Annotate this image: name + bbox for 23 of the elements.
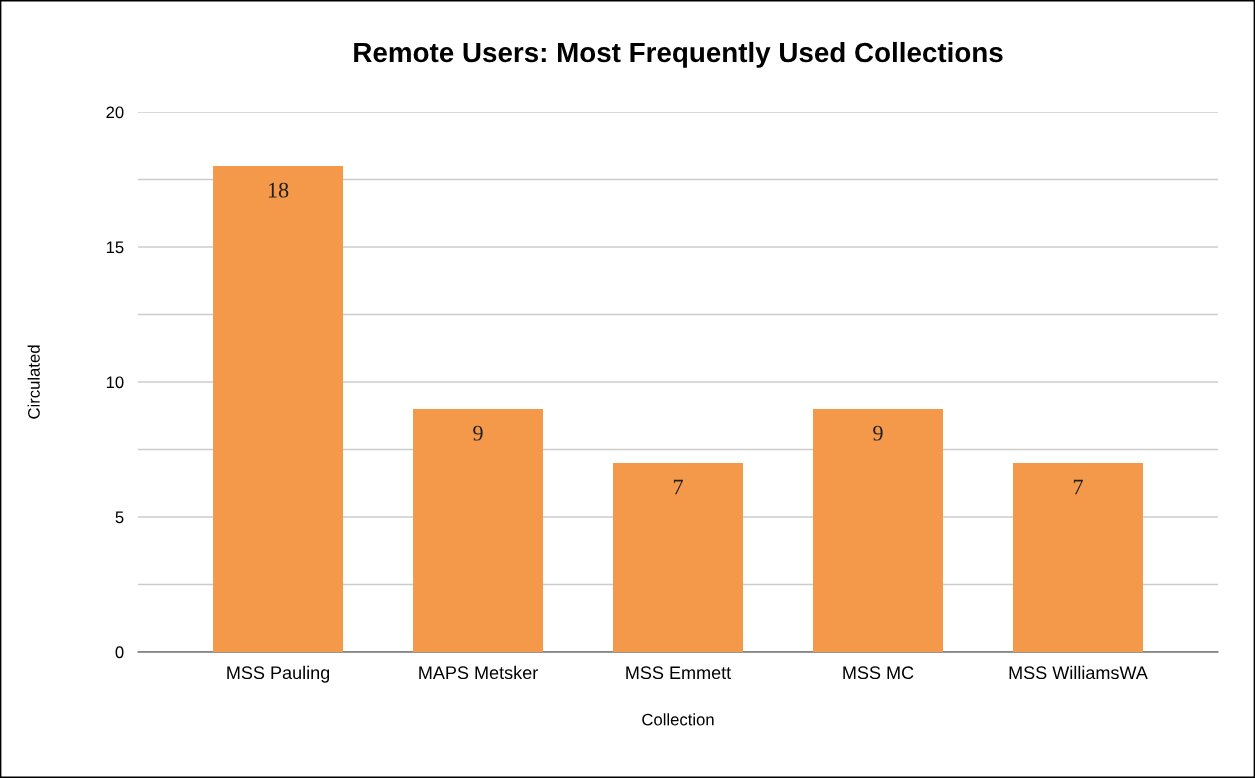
x-axis-title: Collection xyxy=(642,713,714,726)
bar xyxy=(813,408,943,652)
bar xyxy=(413,408,544,652)
y-tick-label: 15 xyxy=(106,241,124,254)
bar xyxy=(1012,462,1143,652)
data-label: 9 xyxy=(473,425,483,441)
data-label: 7 xyxy=(673,479,683,495)
y-axis-title: Circulated xyxy=(27,345,40,419)
y-tick-label: 5 xyxy=(115,511,124,524)
bar xyxy=(213,166,344,652)
x-tick-label: MSS Emmett xyxy=(626,666,732,680)
x-tick-label: MSS MC xyxy=(843,666,914,680)
data-label: 7 xyxy=(1073,479,1083,495)
data-label: 18 xyxy=(268,182,289,198)
y-tick-label: 20 xyxy=(106,106,124,119)
x-tick-label: MSS WilliamsWA xyxy=(1009,665,1148,680)
y-tick-label: 10 xyxy=(106,376,124,389)
bar xyxy=(613,462,744,652)
y-tick-label: 0 xyxy=(115,646,124,659)
chart-title: Remote Users: Most Frequently Used Collections xyxy=(354,41,1003,68)
x-tick-label: MAPS Metsker xyxy=(419,665,538,680)
data-label: 9 xyxy=(873,425,883,441)
x-tick-label: MSS Pauling xyxy=(227,665,330,683)
